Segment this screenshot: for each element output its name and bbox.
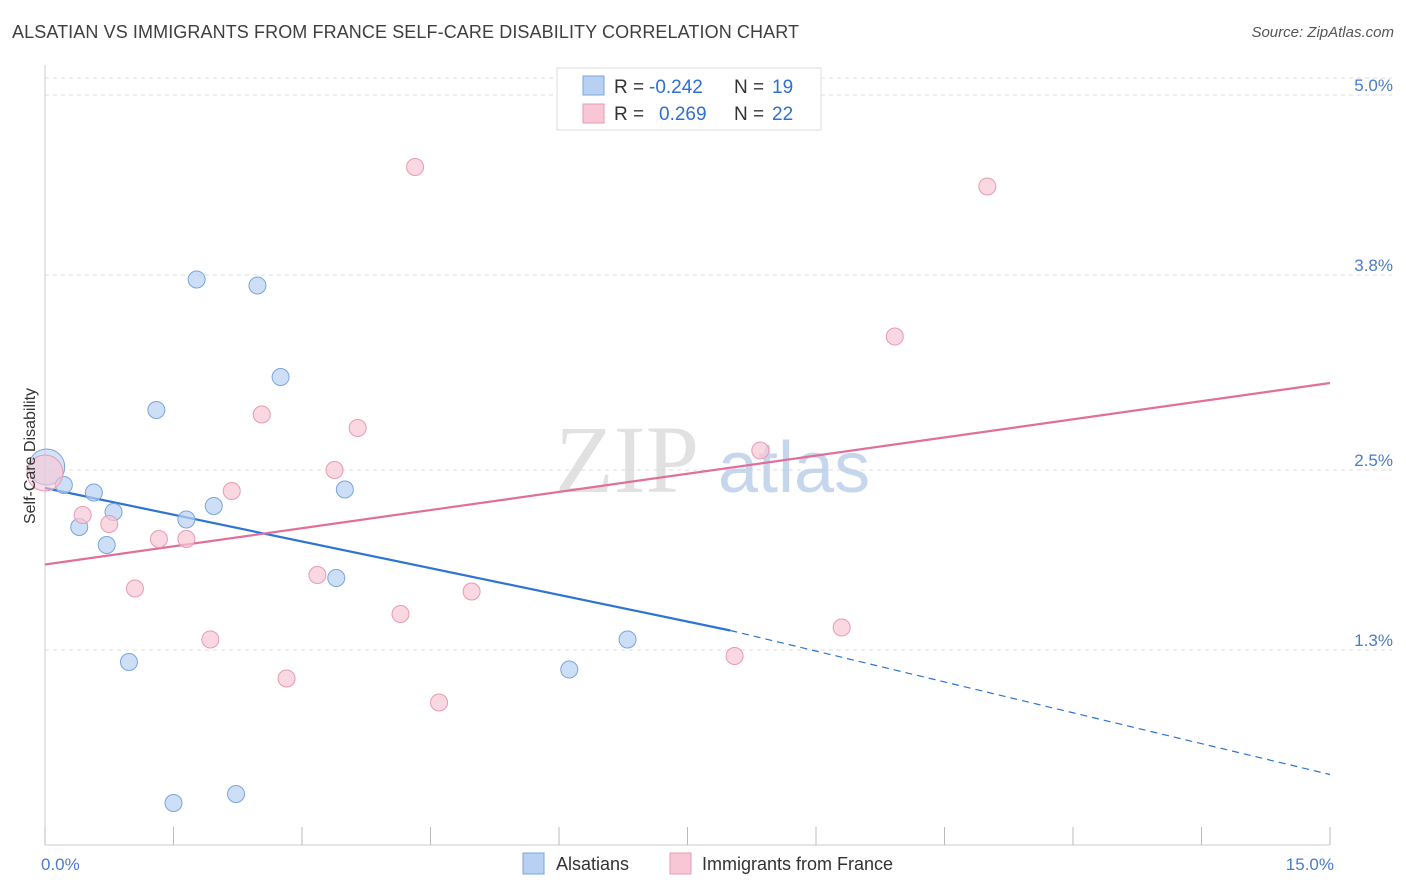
series-legend: Alsatians Immigrants from France — [522, 852, 893, 875]
watermark: ZIP atlas — [555, 406, 870, 513]
point-blue-10 — [187, 270, 206, 289]
point-blue-13 — [248, 276, 267, 295]
point-blue-16 — [335, 480, 354, 499]
legend-swatch-france — [582, 103, 605, 124]
legend-r-value-1: -0.242 — [649, 77, 703, 98]
point-pink-8 — [252, 405, 271, 424]
trend-line-blue — [44, 486, 731, 632]
legend-r-label-2: R = — [614, 104, 644, 125]
x-tick-label-1: 15.0% — [1286, 855, 1334, 874]
legend-n-value-2: 22 — [772, 104, 793, 125]
point-pink-15 — [430, 693, 449, 712]
bottom-legend-label-france: Immigrants from France — [702, 854, 893, 874]
bottom-legend-swatch-alsatians — [522, 852, 545, 875]
source-label: Source: ZipAtlas.com — [1251, 24, 1394, 41]
point-pink-14 — [406, 158, 425, 176]
point-blue-8 — [164, 794, 183, 812]
y-tick-label-3: 5.0% — [1354, 76, 1393, 95]
bottom-legend-label-alsatians: Alsatians — [556, 854, 629, 874]
point-blue-18 — [618, 630, 637, 649]
point-pink-12 — [348, 419, 367, 437]
trend-line-dashed-blue — [730, 629, 1331, 776]
y-tick-label-2: 3.8% — [1354, 256, 1393, 275]
legend-swatch-alsatians — [582, 75, 605, 96]
point-pink-5 — [177, 530, 196, 548]
point-pink-9 — [277, 669, 296, 688]
point-blue-9 — [177, 510, 196, 529]
legend-r-label-1: R = — [614, 77, 644, 98]
point-blue-6 — [119, 653, 138, 671]
point-blue-12 — [227, 785, 246, 803]
point-blue-17 — [560, 660, 579, 679]
legend-r-value-2: 0.269 — [659, 104, 707, 125]
y-axis-label: Self-Care Disability — [22, 388, 39, 524]
point-pink-6 — [201, 630, 220, 649]
point-pink-11 — [325, 461, 344, 479]
trend-lines — [44, 381, 1331, 776]
point-pink-13 — [391, 605, 410, 623]
watermark-atlas: atlas — [718, 428, 870, 508]
point-pink-3 — [125, 579, 144, 598]
point-pink-4 — [149, 530, 168, 548]
x-tick-label-0: 0.0% — [41, 855, 80, 874]
y-tick-label-1: 2.5% — [1354, 451, 1393, 470]
y-tick-label-0: 1.3% — [1354, 631, 1393, 650]
point-pink-17 — [725, 647, 744, 665]
tick-labels: 0.0% 15.0% 1.3% 2.5% 3.8% 5.0% — [41, 76, 1393, 874]
point-pink-1 — [73, 506, 92, 524]
correlation-legend: R = -0.242 N = 19 R = 0.269 N = 22 — [556, 67, 822, 131]
bottom-legend-swatch-france — [669, 852, 692, 875]
chart-title: ALSATIAN VS IMMIGRANTS FROM FRANCE SELF-… — [12, 22, 800, 42]
point-pink-16 — [462, 582, 481, 601]
point-pink-19 — [832, 618, 851, 637]
legend-n-label-1: N = — [734, 77, 764, 98]
point-blue-7 — [147, 401, 166, 419]
point-pink-10 — [308, 566, 327, 584]
point-pink-7 — [222, 482, 241, 500]
legend-n-value-1: 19 — [772, 77, 793, 98]
point-pink-2 — [100, 515, 119, 533]
point-pink-20 — [885, 327, 904, 346]
point-blue-11 — [204, 497, 223, 515]
point-pink-18 — [751, 441, 770, 460]
watermark-zip: ZIP — [555, 406, 699, 513]
data-points — [26, 158, 997, 812]
trend-line-pink — [44, 381, 1331, 566]
point-pink-0 — [26, 454, 64, 492]
legend-n-label-2: N = — [734, 104, 764, 125]
point-blue-14 — [271, 368, 290, 386]
point-pink-21 — [978, 177, 997, 196]
grid-layer — [45, 77, 1392, 651]
point-blue-4 — [97, 536, 116, 554]
point-blue-15 — [327, 569, 346, 587]
point-blue-3 — [84, 483, 103, 502]
